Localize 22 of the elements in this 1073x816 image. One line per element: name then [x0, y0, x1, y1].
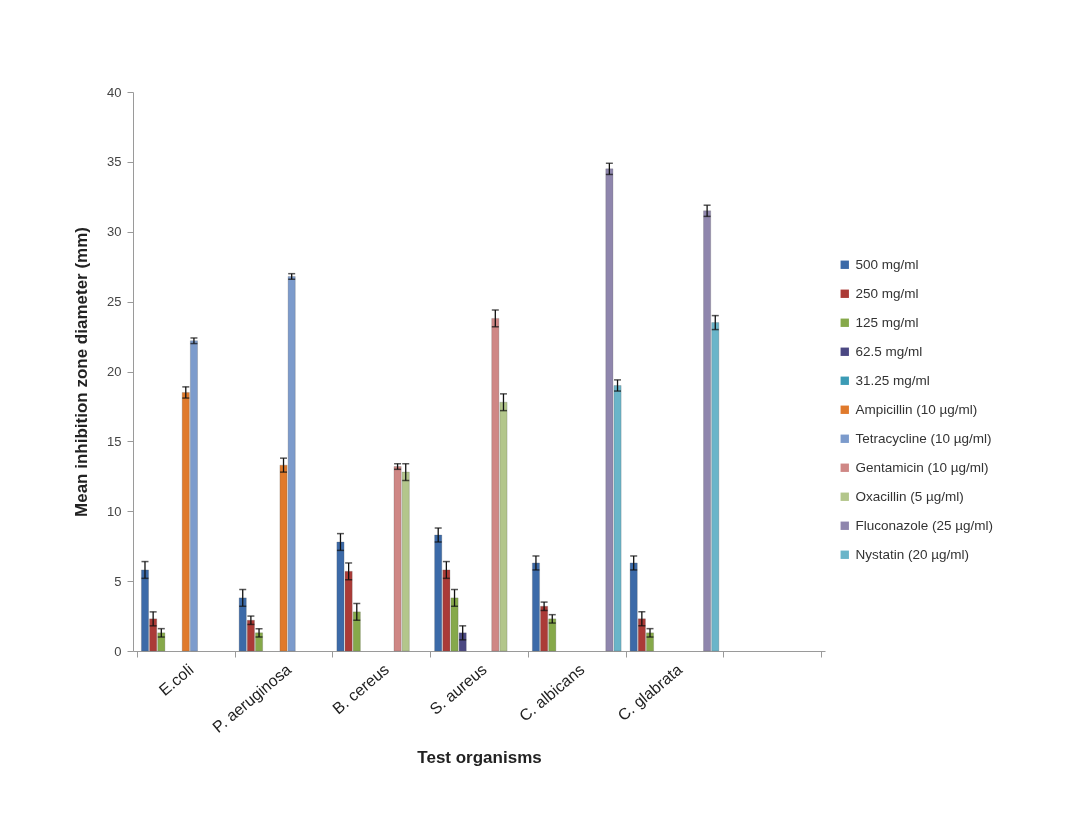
y-tick-label: 40 [107, 84, 122, 100]
legend-label: Oxacillin (5 µg/ml) [855, 488, 964, 504]
legend-label: 31.25 mg/ml [855, 372, 930, 388]
legend-label: Tetracycline (10 µg/ml) [855, 430, 992, 446]
y-axis-title: Mean inhibition zone diameter (mm) [72, 227, 92, 517]
legend-label: 125 mg/ml [855, 314, 919, 330]
legend-label: Ampicillin (10 µg/ml) [855, 401, 978, 417]
y-tick-label: 25 [107, 294, 122, 310]
x-axis-title: Test organisms [417, 747, 542, 767]
y-tick-label: 5 [114, 573, 122, 589]
legend-label: 500 mg/ml [855, 256, 919, 272]
legend-label: 62.5 mg/ml [855, 343, 923, 359]
legend-label: Fluconazole (25 µg/ml) [855, 517, 994, 533]
y-tick-label: 35 [107, 154, 122, 170]
legend-label: 250 mg/ml [855, 285, 919, 301]
legend-label: Nystatin (20 µg/ml) [855, 546, 970, 562]
y-tick-label: 30 [107, 224, 122, 240]
y-tick-label: 20 [107, 364, 122, 379]
y-tick-label: 10 [107, 503, 122, 519]
y-tick-label: 15 [107, 433, 122, 449]
y-tick-label: 0 [114, 643, 122, 659]
legend-label: Gentamicin (10 µg/ml) [855, 459, 989, 475]
